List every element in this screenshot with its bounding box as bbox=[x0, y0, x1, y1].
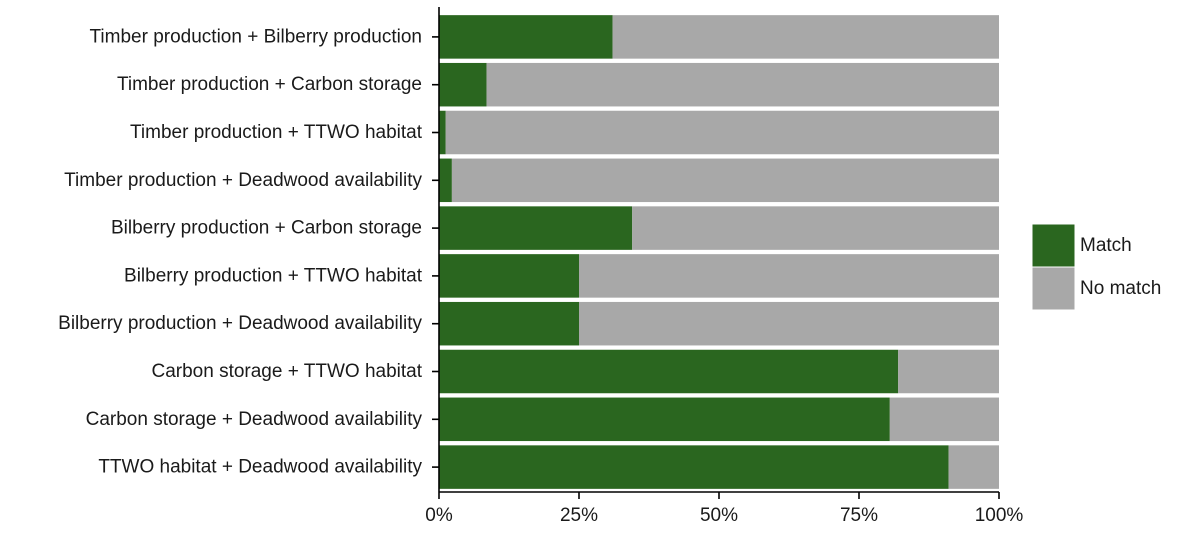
bar-segment-no-match-9 bbox=[948, 445, 999, 489]
bar-segment-no-match-2 bbox=[445, 110, 1000, 155]
bar-segment-no-match-4 bbox=[632, 206, 999, 250]
bar-segment-match-7 bbox=[439, 349, 899, 394]
legend-swatch-match bbox=[1031, 223, 1076, 268]
bar-segment-match-3 bbox=[439, 158, 452, 203]
category-label: TTWO habitat + Deadwood availability bbox=[98, 457, 422, 478]
bar-segment-match-8 bbox=[439, 397, 890, 442]
x-tick-label: 75% bbox=[840, 505, 878, 526]
legend-label-no-match: No match bbox=[1080, 278, 1161, 299]
bar-segment-match-2 bbox=[439, 110, 446, 155]
bar-segment-no-match-3 bbox=[451, 158, 999, 203]
axes: 0% 25% 50% 75% 100% bbox=[425, 7, 1023, 526]
bars-group bbox=[439, 15, 1000, 489]
x-tick-label: 0% bbox=[425, 505, 453, 526]
bar-segment-match-6 bbox=[439, 301, 579, 346]
category-label: Timber production + Bilberry production bbox=[90, 26, 422, 47]
bar-segment-no-match-1 bbox=[486, 62, 1000, 107]
bar-segment-no-match-8 bbox=[889, 397, 999, 442]
legend-swatch-no-match bbox=[1031, 266, 1076, 311]
bar-segment-no-match-6 bbox=[579, 301, 999, 346]
category-label: Timber production + Deadwood availabilit… bbox=[64, 170, 422, 191]
category-label: Carbon storage + Deadwood availability bbox=[86, 409, 423, 430]
category-label: Timber production + Carbon storage bbox=[117, 74, 422, 95]
legend-label-match: Match bbox=[1080, 235, 1132, 256]
category-label: Bilberry production + Carbon storage bbox=[111, 218, 422, 239]
legend: Match No match bbox=[1031, 223, 1161, 311]
bar-segment-no-match-0 bbox=[612, 15, 999, 59]
category-label: Carbon storage + TTWO habitat bbox=[151, 361, 422, 382]
x-tick-label: 25% bbox=[560, 505, 598, 526]
x-tick-label: 50% bbox=[700, 505, 738, 526]
bar-segment-match-9 bbox=[439, 445, 949, 489]
bar-segment-match-5 bbox=[439, 254, 579, 298]
bar-segment-match-1 bbox=[439, 62, 487, 107]
bar-segment-match-4 bbox=[439, 206, 633, 250]
category-label: Bilberry production + Deadwood availabil… bbox=[58, 313, 422, 334]
category-label: Bilberry production + TTWO habitat bbox=[124, 265, 423, 286]
category-label: Timber production + TTWO habitat bbox=[130, 122, 423, 143]
bar-segment-no-match-7 bbox=[898, 349, 999, 394]
x-tick-label: 100% bbox=[975, 505, 1024, 526]
bar-segment-match-0 bbox=[439, 15, 613, 59]
bar-segment-no-match-5 bbox=[579, 254, 999, 298]
category-labels: Timber production + Bilberry production T… bbox=[58, 26, 423, 477]
